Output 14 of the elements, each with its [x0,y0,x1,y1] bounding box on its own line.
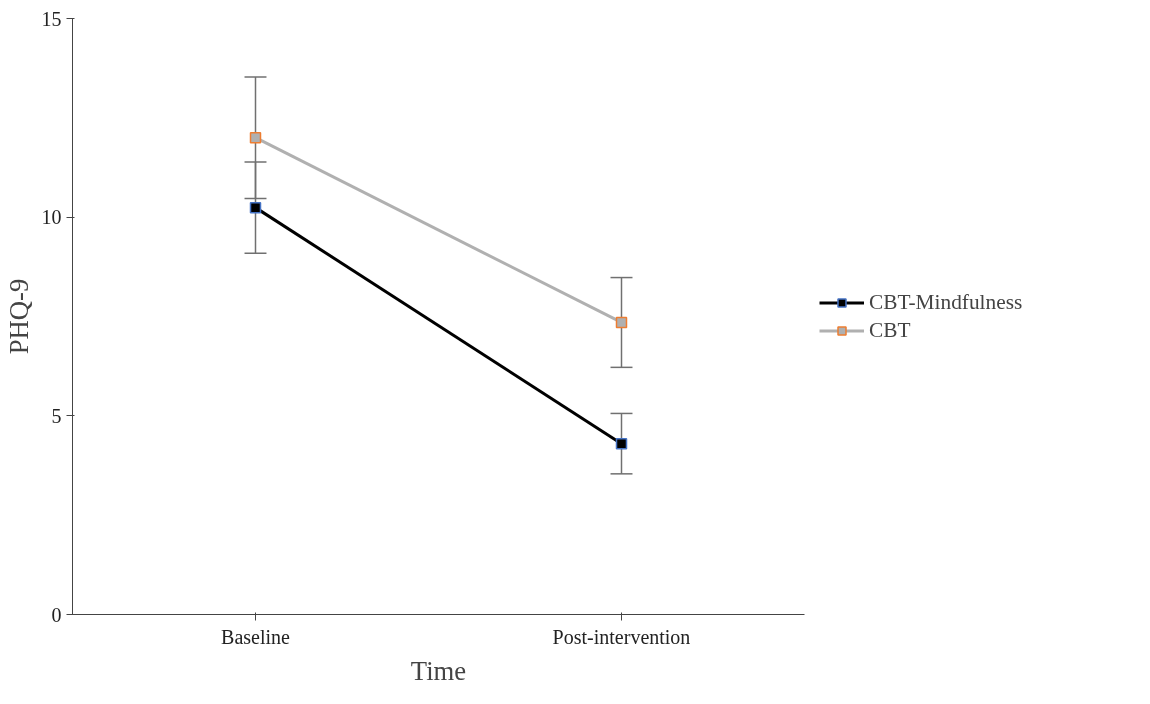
y-axis-title: PHQ-9 [3,278,34,355]
point [249,201,262,214]
point [615,437,628,450]
x-axis-title: Time [410,655,467,686]
x-tick-label: Post-intervention [552,625,691,648]
y-tick-label: 10 [41,206,62,229]
y-tick-label: 5 [51,404,62,427]
legend-label: CBT-Mindfulness [869,289,1023,315]
legend-label: CBT [869,317,911,343]
x-tick-label: Baseline [221,625,291,648]
y-tick-label: 0 [51,603,62,626]
y-tick-label: 15 [41,7,62,30]
point [249,131,262,144]
point [615,316,628,329]
